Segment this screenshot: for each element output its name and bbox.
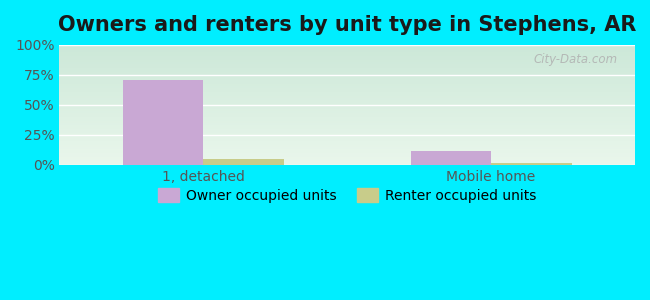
Bar bbox=[491, 163, 572, 165]
Legend: Owner occupied units, Renter occupied units: Owner occupied units, Renter occupied un… bbox=[153, 182, 542, 208]
Bar bbox=[123, 80, 203, 165]
Bar bbox=[411, 151, 491, 165]
Bar bbox=[203, 159, 284, 165]
Text: City-Data.com: City-Data.com bbox=[534, 53, 618, 66]
Title: Owners and renters by unit type in Stephens, AR: Owners and renters by unit type in Steph… bbox=[58, 15, 636, 35]
